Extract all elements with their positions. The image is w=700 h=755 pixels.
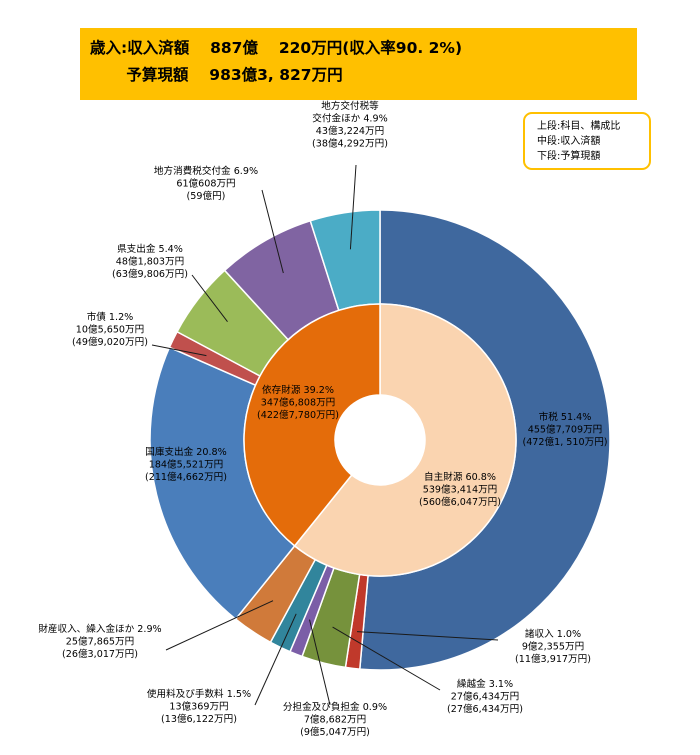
slice-label: 10億5,650万円	[76, 324, 144, 336]
slice-label: (26億3,017万円)	[62, 648, 138, 660]
slice-label: 25億7,865万円	[66, 636, 134, 648]
slice-label: 国庫支出金 20.8%	[145, 446, 227, 458]
slice-label: 市税 51.4%	[539, 411, 592, 423]
slice-label: 諸収入 1.0%	[525, 628, 581, 640]
slice-label: (63億9,806万円)	[112, 268, 188, 280]
leader-line	[349, 164, 357, 250]
slice-label: (13億6,122万円)	[161, 713, 237, 725]
slice-label: 交付金ほか 4.9%	[312, 113, 387, 125]
slice-label: (211億4,662万円)	[145, 471, 227, 483]
budget-summary-line: 予算現額 983億3, 827万円	[90, 66, 343, 84]
slice-label: (27億6,434万円)	[447, 703, 523, 715]
slice-label: 347億6,808万円	[261, 397, 336, 409]
slice-label: 使用料及び手数料 1.5%	[147, 688, 251, 700]
slice-label: 7億8,682万円	[304, 714, 366, 726]
slice-label: 48億1,803万円	[116, 256, 184, 268]
summary-banner: 歳入:収入済額 887億 220万円(収入率90. 2%) 予算現額 983億3…	[80, 28, 637, 100]
legend-line-top: 上段:科目、構成比	[537, 121, 621, 132]
leader-line	[254, 613, 297, 706]
inner-slice	[293, 303, 517, 577]
slice-label: 13億369万円	[169, 701, 228, 713]
leader-line	[191, 274, 228, 323]
leader-line	[356, 631, 499, 641]
slice-label: 539億3,414万円	[423, 484, 498, 496]
slice-label: 地方交付税等	[321, 100, 379, 112]
slice-label: 分担金及び負担金 0.9%	[283, 701, 387, 713]
slice-label: 自主財源 60.8%	[424, 471, 496, 483]
slice-label: 9億2,355万円	[522, 641, 584, 653]
leader-line	[165, 600, 274, 651]
inner-slice	[243, 303, 381, 547]
revenue-summary-line: 歳入:収入済額 887億 220万円(収入率90. 2%)	[90, 39, 463, 57]
leader-line	[261, 189, 284, 274]
slice-label: (560億6,047万円)	[419, 496, 501, 508]
slice-label: (422億7,780万円)	[257, 409, 339, 421]
slice-label: 地方消費税交付金 6.9%	[154, 165, 258, 177]
slice-label: (11億3,917万円)	[515, 653, 591, 665]
slice-label: 184億5,521万円	[149, 459, 224, 471]
slice-label: 県支出金 5.4%	[117, 243, 183, 255]
leader-line	[309, 619, 331, 706]
slice-label: 27億6,434万円	[451, 691, 519, 703]
slice-label: (472億1, 510万円)	[522, 436, 607, 448]
leader-line	[332, 626, 441, 691]
slice-label: 455億7,709万円	[528, 424, 603, 436]
slice-label: 43億3,224万円	[316, 125, 384, 137]
slice-label: 依存財源 39.2%	[262, 384, 334, 396]
slice-label: 繰越金 3.1%	[457, 678, 513, 690]
slice-label: (9億5,047万円)	[300, 726, 370, 738]
label-legend: 上段:科目、構成比 中段:収入済額 下段:予算現額	[523, 112, 651, 170]
legend-line-bottom: 下段:予算現額	[537, 151, 601, 162]
legend-line-middle: 中段:収入済額	[537, 136, 601, 147]
slice-label: 財産収入、繰入金ほか 2.9%	[38, 623, 161, 635]
slice-label: (59億円)	[187, 190, 226, 202]
leader-line	[151, 344, 207, 357]
slice-label: 61億608万円	[176, 178, 235, 190]
slice-label: 市債 1.2%	[87, 311, 134, 323]
slice-label: (49億9,020万円)	[72, 336, 148, 348]
slice-label: (38億4,292万円)	[312, 138, 388, 150]
